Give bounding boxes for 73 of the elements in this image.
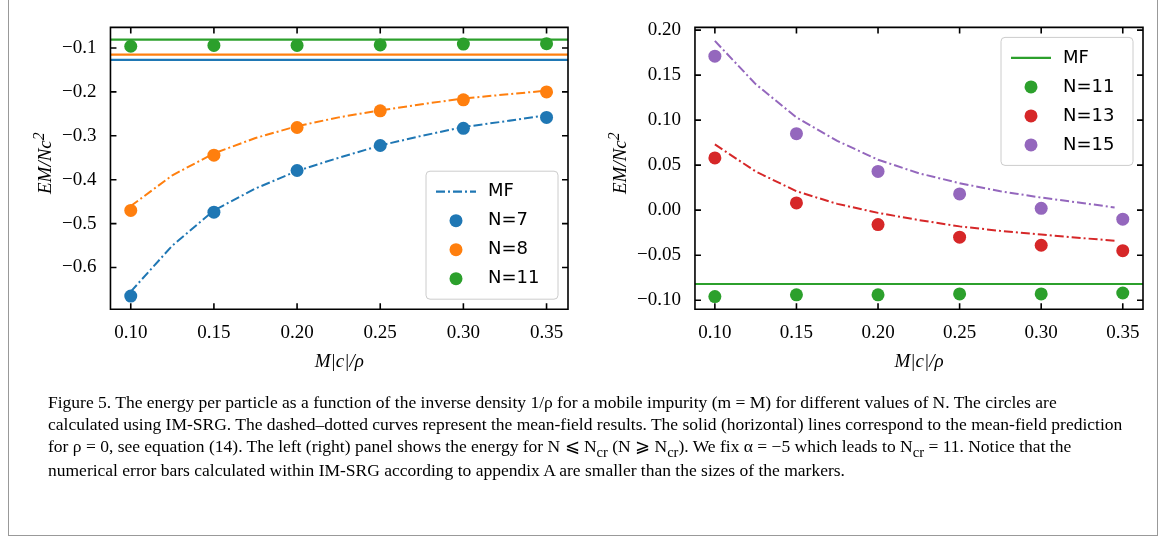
x-tick-label: 0.25: [363, 320, 397, 342]
y-tick-label: −0.05: [637, 243, 681, 265]
legend-label: N=8: [488, 237, 528, 259]
y-tick-label: −0.3: [62, 123, 97, 145]
line-series: [713, 39, 1116, 209]
x-tick-label: 0.10: [698, 320, 732, 342]
y-tick-label: −0.1: [62, 36, 97, 58]
point: [373, 38, 387, 52]
x-tick-label: 0.35: [1106, 320, 1140, 342]
point: [1116, 286, 1130, 300]
point: [456, 121, 470, 135]
x-tick-label: 0.30: [1024, 320, 1058, 342]
x-tick-label: 0.10: [114, 320, 148, 342]
x-tick-label: 0.20: [280, 320, 314, 342]
point: [290, 38, 304, 52]
legend-label: MF: [488, 179, 514, 201]
point: [789, 127, 803, 141]
x-tick-label: 0.30: [446, 320, 481, 342]
y-tick-label: −0.6: [62, 255, 97, 277]
point: [207, 38, 221, 52]
point: [871, 164, 885, 178]
point: [708, 290, 722, 304]
y-tick-label: 0.05: [647, 153, 681, 175]
text: Figure 5. The energy per particle as a function of the inverse density 1/ρ for a mobile impurity (m = M) for different values of N. The circles are calculated using IM-SRG. The dashed–dotted curves represent the mean-field results. The solid (horizontal) lines correspond to the mean-field prediction for ρ = 0, see equation (14). The left (right) panel shows the energy for N ⩽ N$_{cr}$ (N ⩾ N$_{cr}$). We fix α = −5 which leads to N$_{cr}$ = 11. Notice that the numerical error bars calculated within IM-SRG according to appendix A are smaller than the sizes of the markers.: [48, 392, 1123, 481]
point: [953, 287, 967, 301]
legend-label: MF: [1063, 45, 1089, 67]
point: [953, 187, 967, 201]
point: [708, 49, 722, 63]
point: [290, 164, 304, 177]
point: [871, 288, 885, 302]
y-tick-label: −0.5: [62, 211, 97, 233]
point: [456, 93, 470, 107]
point: [540, 110, 554, 124]
x-axis-title: M|c|/ρ: [314, 350, 364, 372]
x-tick-label: 0.35: [529, 320, 564, 342]
point: [456, 37, 470, 51]
point: [789, 196, 803, 210]
legend-label: N=11: [1063, 74, 1115, 96]
y-tick-label: −0.10: [637, 288, 681, 310]
x-tick-label: 0.15: [779, 320, 814, 342]
point: [1116, 212, 1130, 226]
point: [1034, 201, 1048, 215]
point: [871, 218, 885, 232]
y-tick-label: −0.2: [62, 79, 97, 101]
point: [789, 288, 803, 302]
point: [373, 138, 387, 152]
x-tick-label: 0.20: [861, 320, 895, 342]
point: [1034, 287, 1048, 301]
legend-label: N=15: [1063, 132, 1115, 154]
point: [540, 37, 554, 51]
x-tick-label: 0.25: [942, 320, 977, 342]
y-tick-label: 0.10: [647, 108, 681, 130]
legend-label: N=7: [488, 208, 528, 230]
legend-label: N=11: [488, 266, 540, 288]
y-tick-label: 0.00: [647, 198, 681, 220]
x-tick-label: 0.15: [197, 320, 231, 342]
point: [290, 120, 304, 134]
legend-label: N=13: [1063, 103, 1115, 125]
point: [540, 85, 554, 99]
x-axis-title: M|c|/ρ: [894, 350, 944, 372]
point: [1034, 238, 1048, 252]
y-tick-label: 0.20: [647, 18, 681, 40]
point: [708, 151, 722, 165]
y-tick-label: −0.4: [62, 167, 97, 189]
point: [207, 148, 221, 162]
point: [1116, 244, 1130, 258]
point: [207, 205, 221, 219]
y-tick-label: 0.15: [647, 63, 681, 85]
point: [124, 203, 138, 217]
point: [373, 104, 387, 118]
point: [124, 39, 138, 53]
point: [124, 289, 138, 303]
point: [953, 230, 967, 244]
